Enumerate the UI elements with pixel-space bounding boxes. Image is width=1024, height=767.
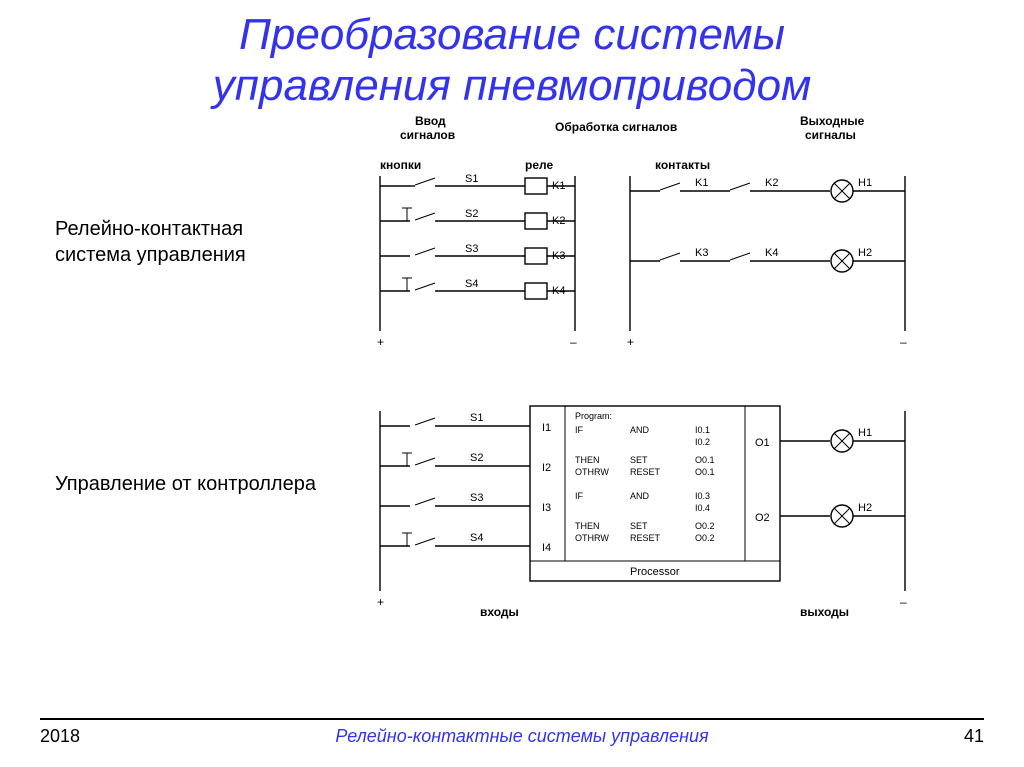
i1: I1 [542, 422, 551, 434]
h1-lbl: H1 [858, 177, 872, 189]
outputs-lbl: выходы [800, 605, 849, 619]
row-s1: S1 K1 [380, 173, 575, 194]
svg-text:I0.1: I0.1 [695, 425, 710, 435]
diagram-plc: S1 S2 S3 S4 I1 [360, 391, 1000, 651]
i2: I2 [542, 462, 551, 474]
bh1: H1 [858, 427, 872, 439]
row-s4: S4 K4 [380, 278, 575, 299]
svg-text:OTHRW: OTHRW [575, 533, 609, 543]
svg-text:SET: SET [630, 455, 648, 465]
svg-text:O0.2: O0.2 [695, 521, 715, 531]
i3: I3 [542, 502, 551, 514]
svg-text:O0.2: O0.2 [695, 533, 715, 543]
diagram-relay: Ввод сигналов Обработка сигналов Выходны… [360, 111, 1000, 361]
minus1: – [570, 335, 577, 349]
svg-text:THEN: THEN [575, 521, 600, 531]
hdr-input: Ввод [415, 114, 446, 128]
plus3: + [377, 595, 384, 609]
s2-lbl: S2 [465, 208, 478, 220]
s4-lbl: S4 [465, 278, 478, 290]
svg-text:I0.4: I0.4 [695, 503, 710, 513]
bs3: S3 [470, 492, 483, 504]
svg-text:IF: IF [575, 425, 584, 435]
inputs-lbl: входы [480, 605, 519, 619]
svg-text:OTHRW: OTHRW [575, 467, 609, 477]
plus2: + [627, 335, 634, 349]
minus3: – [900, 595, 907, 609]
i4: I4 [542, 542, 551, 554]
o1: O1 [755, 437, 770, 449]
bs4: S4 [470, 532, 483, 544]
bh2: H2 [858, 502, 872, 514]
lbl-relays: реле [525, 158, 553, 172]
lbl-buttons: кнопки [380, 158, 421, 172]
minus2: – [900, 335, 907, 349]
svg-text:SET: SET [630, 521, 648, 531]
row-h1: K1 K2 H1 [630, 177, 905, 202]
c-k2: K2 [765, 177, 778, 189]
prog-hdr: Program: [575, 411, 612, 421]
hdr-input2: сигналов [400, 128, 455, 142]
footer-page-number: 41 [964, 726, 984, 747]
svg-text:RESET: RESET [630, 467, 661, 477]
s3-lbl: S3 [465, 243, 478, 255]
footer-title: Релейно-контактные системы управления [335, 726, 708, 747]
svg-text:THEN: THEN [575, 455, 600, 465]
plus1: + [377, 335, 384, 349]
in-s4: S4 [380, 532, 530, 546]
svg-text:AND: AND [630, 425, 650, 435]
in-s3: S3 [380, 492, 530, 506]
hdr-output2: сигналы [805, 128, 856, 142]
in-s2: S2 [380, 452, 530, 466]
hdr-process: Обработка сигналов [555, 120, 677, 134]
svg-text:IF: IF [575, 491, 584, 501]
s1-lbl: S1 [465, 173, 478, 185]
bs1: S1 [470, 412, 483, 424]
o2: O2 [755, 512, 770, 524]
c-k3: K3 [695, 247, 708, 259]
h2-lbl: H2 [858, 247, 872, 259]
svg-text:I0.2: I0.2 [695, 437, 710, 447]
footer-year: 2018 [40, 726, 80, 747]
row-s3: S3 K3 [380, 243, 575, 264]
content-area: Релейно-контактнаясистема управления Упр… [0, 111, 1024, 681]
label-controller-system: Управление от контроллера [55, 471, 316, 497]
row-h2: K3 K4 H2 [630, 247, 905, 272]
in-s1: S1 [380, 412, 530, 426]
out-h1: H1 [780, 427, 905, 452]
c-k4: K4 [765, 247, 778, 259]
svg-text:O0.1: O0.1 [695, 455, 715, 465]
out-h2: H2 [780, 502, 905, 527]
svg-text:O0.1: O0.1 [695, 467, 715, 477]
row-s2: S2 K2 [380, 208, 575, 229]
c-k1: K1 [695, 177, 708, 189]
svg-text:I0.3: I0.3 [695, 491, 710, 501]
lbl-contacts: контакты [655, 158, 710, 172]
title-line1: Преобразование системы [239, 10, 785, 59]
footer: 2018 Релейно-контактные системы управлен… [40, 718, 984, 747]
slide-title: Преобразование системы управления пневмо… [0, 0, 1024, 111]
svg-text:AND: AND [630, 491, 650, 501]
title-line2: управления пневмоприводом [213, 61, 811, 110]
processor-lbl: Processor [630, 566, 680, 578]
label-relay-system: Релейно-контактнаясистема управления [55, 216, 246, 268]
svg-text:RESET: RESET [630, 533, 661, 543]
hdr-output: Выходные [800, 114, 865, 128]
bs2: S2 [470, 452, 483, 464]
